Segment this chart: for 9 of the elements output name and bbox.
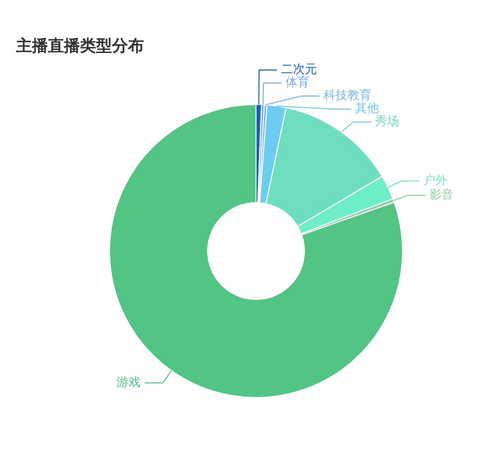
slice-label: 秀场 bbox=[375, 114, 400, 128]
slice-label: 体育 bbox=[286, 75, 310, 90]
slice-label: 影音 bbox=[430, 187, 454, 202]
slice-label: 科技教育 bbox=[323, 88, 372, 102]
chart-title: 主播直播类型分布 bbox=[16, 36, 144, 57]
slice-label: 二次元 bbox=[281, 62, 318, 76]
slice-label: 游戏 bbox=[116, 374, 141, 389]
slice-label: 其他 bbox=[354, 101, 379, 116]
slice-label: 户外 bbox=[423, 172, 448, 187]
